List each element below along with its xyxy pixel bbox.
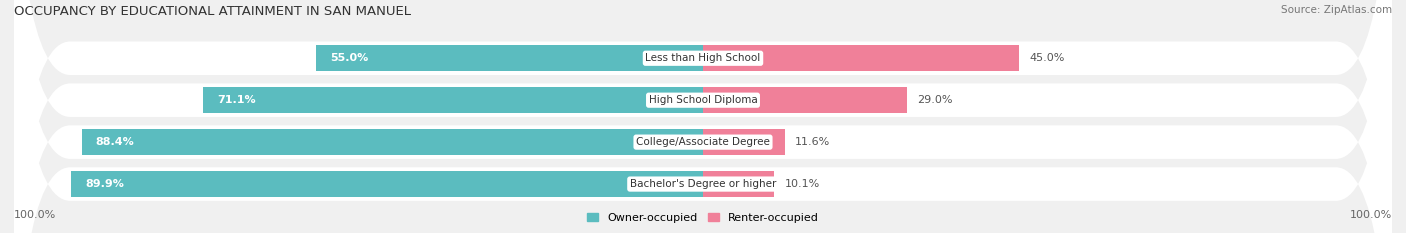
Text: 100.0%: 100.0% <box>14 210 56 220</box>
Text: Less than High School: Less than High School <box>645 53 761 63</box>
Text: 29.0%: 29.0% <box>918 95 953 105</box>
Text: 10.1%: 10.1% <box>785 179 820 189</box>
Text: 11.6%: 11.6% <box>796 137 831 147</box>
Text: College/Associate Degree: College/Associate Degree <box>636 137 770 147</box>
Bar <box>82 129 703 155</box>
Text: 89.9%: 89.9% <box>84 179 124 189</box>
Bar <box>70 171 703 197</box>
FancyBboxPatch shape <box>14 0 1392 233</box>
Bar <box>703 129 785 155</box>
Bar <box>703 171 773 197</box>
FancyBboxPatch shape <box>14 0 1392 233</box>
Text: 100.0%: 100.0% <box>1350 210 1392 220</box>
Text: 55.0%: 55.0% <box>330 53 368 63</box>
FancyBboxPatch shape <box>14 0 1392 233</box>
Text: 45.0%: 45.0% <box>1029 53 1066 63</box>
Text: OCCUPANCY BY EDUCATIONAL ATTAINMENT IN SAN MANUEL: OCCUPANCY BY EDUCATIONAL ATTAINMENT IN S… <box>14 5 411 18</box>
FancyBboxPatch shape <box>14 0 1392 233</box>
Text: 88.4%: 88.4% <box>96 137 135 147</box>
Bar <box>204 87 703 113</box>
Text: Bachelor's Degree or higher: Bachelor's Degree or higher <box>630 179 776 189</box>
Bar <box>703 87 907 113</box>
Text: Source: ZipAtlas.com: Source: ZipAtlas.com <box>1281 5 1392 15</box>
Bar <box>316 45 703 71</box>
Bar <box>703 45 1019 71</box>
Text: 71.1%: 71.1% <box>218 95 256 105</box>
Legend: Owner-occupied, Renter-occupied: Owner-occupied, Renter-occupied <box>582 209 824 227</box>
Text: High School Diploma: High School Diploma <box>648 95 758 105</box>
